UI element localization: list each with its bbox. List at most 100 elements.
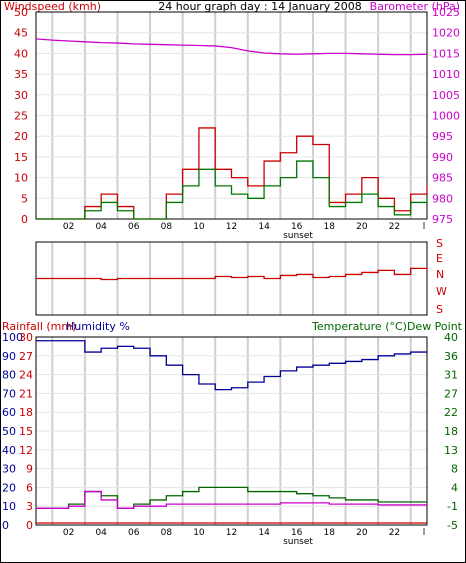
direction-tick: W [436,285,447,298]
rain-tick: 15 [19,425,33,438]
barometer-tick: 1015 [432,47,460,60]
direction-tick: E [436,252,443,265]
windspeed-tick: 40 [14,47,28,60]
temperature-line [36,486,427,509]
wind-gust-line [36,127,428,220]
x-tick-label: l [423,222,426,232]
direction-tick: S [436,237,443,250]
humidity-tick: 50 [2,425,16,438]
rain-tick: 27 [19,350,33,363]
temperature-tick: -5 [447,519,458,532]
direction-tick: S [436,303,443,316]
x-tick-label: 20 [356,222,368,232]
x-tick-label: 22 [389,528,400,538]
series-lines [36,267,428,281]
x-tick-label: 06 [128,528,140,538]
direction-tick: N [436,268,444,281]
temperature-tick: -1 [447,500,458,513]
wind-direction-line [36,267,428,281]
x-tick-label: 18 [324,528,336,538]
humidity-tick: 70 [2,387,16,400]
x-tick-label: 12 [226,222,237,232]
rain-tick: 6 [26,481,33,494]
humidity-tick: 100 [2,331,23,344]
windspeed-tick: 35 [14,68,28,81]
x-tick-label: 14 [258,222,270,232]
series-lines [35,38,428,220]
x-tick-label: 18 [324,222,336,232]
temperature-tick-labels: -5 -1 4 8 13 18 22 27 31 36 40 [444,331,458,532]
x-tick-label: l [423,528,426,538]
grid-lines [36,337,427,525]
humidity-tick-labels: 0 10 20 30 40 50 60 70 80 90 100 [2,331,23,532]
x-tick-label: 16 [291,222,303,232]
barometer-axis-label: Barometer (hPa) [370,0,460,13]
series-lines [36,340,427,524]
rain-tick: 30 [19,331,33,344]
temperature-tick: 27 [444,387,458,400]
rain-tick: 18 [19,406,33,419]
windspeed-tick: 25 [14,110,28,123]
barometer-tick: 985 [432,172,453,185]
rain-tick: 9 [26,463,33,476]
x-tick-label: 08 [161,222,173,232]
hour-tick-labels: 02 04 06 08 10 12 14 16 18 20 22 l [63,222,425,232]
temperature-humidity-chart: Rainfall (mm) Humidity % Temperature (°C… [2,320,463,547]
x-tick-label: 10 [193,222,205,232]
barometer-tick: 1005 [432,89,460,102]
windspeed-tick: 50 [14,6,28,19]
barometer-tick: 1010 [432,68,460,81]
temperature-tick: 22 [444,406,458,419]
x-tick-label: 08 [161,528,173,538]
rain-tick: 21 [19,387,33,400]
x-tick-label: 02 [63,222,74,232]
windspeed-tick: 10 [14,172,28,185]
humidity-tick: 60 [2,406,16,419]
x-tick-label: 10 [193,528,205,538]
barometer-tick: 990 [432,151,453,164]
grid-lines [51,242,412,315]
x-tick-label: 02 [63,528,74,538]
temperature-axis-label: Temperature (°C)Dew Point [311,320,463,333]
sunset-label: sunset [283,537,313,547]
temperature-tick: 13 [444,444,458,457]
temperature-tick: 18 [444,425,458,438]
temperature-tick: 40 [444,331,458,344]
barometer-tick: 1020 [432,27,460,40]
humidity-axis-label: Humidity % [66,320,130,333]
x-tick-label: 04 [95,222,107,232]
temperature-tick: 4 [451,481,458,494]
dewpoint-line [36,490,427,509]
windspeed-axis-label: Windspeed (kmh) [4,0,101,13]
rain-tick: 3 [26,500,33,513]
rain-tick: 0 [26,519,33,532]
humidity-tick: 10 [2,500,16,513]
barometer-tick: 975 [432,213,453,226]
barometer-line [35,38,428,56]
humidity-tick: 20 [2,481,16,494]
humidity-line [36,340,427,391]
x-tick-label: 06 [128,222,140,232]
wind-barometer-chart: 24 hour graph day : 14 January 2008 Wind… [4,0,460,241]
windspeed-tick: 45 [14,27,28,40]
windspeed-tick: 5 [21,192,28,205]
temperature-tick: 36 [444,350,458,363]
windspeed-tick: 30 [14,89,28,102]
rain-tick: 24 [19,369,33,382]
barometer-tick: 1025 [432,6,460,19]
humidity-tick: 30 [2,463,16,476]
plot-area-border [35,11,428,220]
x-tick-label: 16 [291,528,303,538]
barometer-tick: 980 [432,192,453,205]
humidity-tick: 80 [2,369,16,382]
sunset-label: sunset [283,231,313,241]
rain-tick-labels: 0 3 6 9 12 15 18 21 24 27 30 [19,331,33,532]
windspeed-tick: 20 [14,130,28,143]
barometer-tick-labels: 975 980 985 990 995 1000 1005 1010 1015 1020 1025 [432,6,460,226]
windspeed-tick-labels: 0 5 10 15 20 25 30 35 40 45 50 [14,6,28,226]
windspeed-tick: 15 [14,151,28,164]
x-tick-label: 20 [356,528,368,538]
